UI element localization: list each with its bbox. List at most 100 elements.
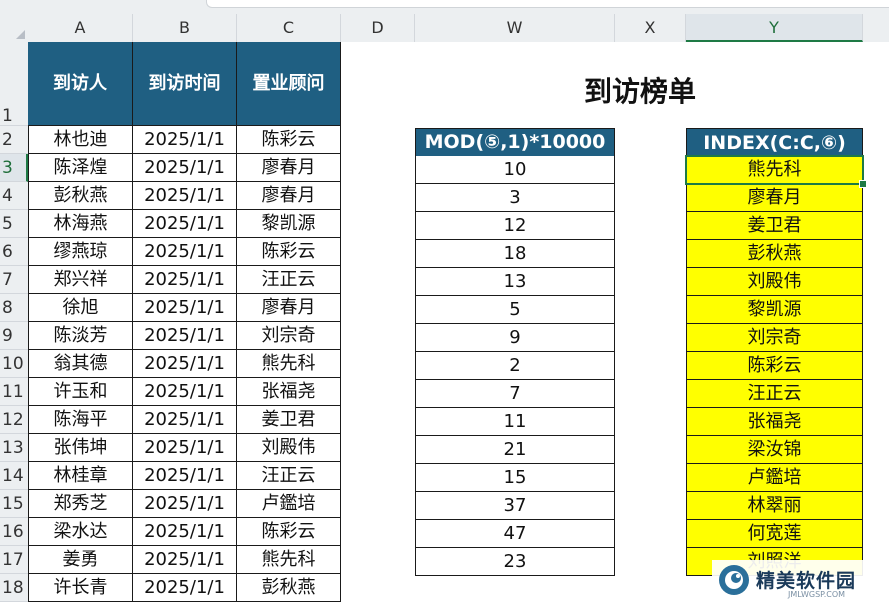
- mod-value-cell[interactable]: 21: [416, 436, 614, 464]
- index-value-cell[interactable]: 汪正云: [686, 380, 863, 408]
- row-header-9[interactable]: 9: [0, 322, 28, 350]
- index-value-cell[interactable]: 陈彩云: [686, 352, 863, 380]
- table-cell-visit-time[interactable]: 2025/1/1: [133, 238, 237, 266]
- table-cell-visitor[interactable]: 徐旭: [28, 294, 133, 322]
- mod-value-cell[interactable]: 10: [416, 156, 614, 184]
- mod-value-cell[interactable]: 23: [503, 551, 527, 572]
- mod-value-cell[interactable]: 13: [416, 268, 614, 296]
- column-header-w[interactable]: W: [415, 14, 615, 42]
- index-value-cell[interactable]: 林翠丽: [686, 492, 863, 520]
- row-header-16[interactable]: 16: [0, 518, 28, 546]
- mod-value-cell[interactable]: 47: [416, 520, 614, 548]
- table-cell-visit-time[interactable]: 2025/1/1: [133, 182, 237, 210]
- column-header-x[interactable]: X: [615, 14, 686, 42]
- table-cell-visitor[interactable]: 林桂章: [28, 462, 133, 490]
- table-cell-visit-time[interactable]: 2025/1/1: [133, 434, 237, 462]
- table-cell-consultant[interactable]: 陈彩云: [237, 238, 341, 266]
- table-cell-visit-time[interactable]: 2025/1/1: [133, 210, 237, 238]
- table-cell-consultant[interactable]: 汪正云: [237, 462, 341, 490]
- row-header-4[interactable]: 4: [0, 182, 28, 210]
- mod-value-cell[interactable]: 15: [416, 464, 614, 492]
- table-cell-visitor[interactable]: 陈泽煌: [28, 154, 133, 182]
- formula-bar[interactable]: [206, 0, 889, 8]
- table-cell-visitor[interactable]: 缪燕琼: [28, 238, 133, 266]
- mod-value-cell[interactable]: 5: [416, 296, 614, 324]
- index-value-cell[interactable]: 张福尧: [686, 408, 863, 436]
- column-header-a[interactable]: A: [28, 14, 133, 42]
- row-header-17[interactable]: 17: [0, 546, 28, 574]
- mod-value-cell[interactable]: 12: [416, 212, 614, 240]
- row-header-15[interactable]: 15: [0, 490, 28, 518]
- index-value-cell[interactable]: 姜卫君: [686, 212, 863, 240]
- table-cell-visit-time[interactable]: 2025/1/1: [133, 350, 237, 378]
- table-cell-visitor[interactable]: 陈海平: [28, 406, 133, 434]
- table-cell-visit-time[interactable]: 2025/1/1: [133, 266, 237, 294]
- table-cell-visitor[interactable]: 郑秀芝: [28, 490, 133, 518]
- index-value-cell[interactable]: 何宽莲: [686, 520, 863, 548]
- table-cell-visitor[interactable]: 陈淡芳: [28, 322, 133, 350]
- table-cell-consultant[interactable]: 熊先科: [237, 546, 341, 574]
- row-header-14[interactable]: 14: [0, 462, 28, 490]
- column-header-d[interactable]: D: [341, 14, 415, 42]
- header-visit-time[interactable]: 到访时间: [133, 42, 237, 126]
- row-header-2[interactable]: 2: [0, 126, 28, 154]
- table-cell-consultant[interactable]: 陈彩云: [237, 126, 341, 154]
- row-header-1[interactable]: 1: [0, 42, 28, 126]
- table-cell-visit-time[interactable]: 2025/1/1: [133, 154, 237, 182]
- table-cell-visit-time[interactable]: 2025/1/1: [133, 294, 237, 322]
- fill-handle[interactable]: [859, 180, 867, 188]
- table-cell-visitor[interactable]: 林也迪: [28, 126, 133, 154]
- row-header-5[interactable]: 5: [0, 210, 28, 238]
- table-cell-consultant[interactable]: 廖春月: [237, 182, 341, 210]
- mod-value-cell[interactable]: 3: [416, 184, 614, 212]
- select-all-corner[interactable]: [0, 14, 28, 42]
- row-header-18[interactable]: 18: [0, 574, 28, 602]
- page-title[interactable]: 到访榜单: [583, 75, 696, 108]
- index-value-cell[interactable]: 黎凯源: [686, 296, 863, 324]
- table-cell-consultant[interactable]: 廖春月: [237, 154, 341, 182]
- row-header-10[interactable]: 10: [0, 350, 28, 378]
- table-cell-visit-time[interactable]: 2025/1/1: [133, 462, 237, 490]
- table-cell-visitor[interactable]: 梁水达: [28, 518, 133, 546]
- mod-value-cell[interactable]: 7: [416, 380, 614, 408]
- index-value-cell[interactable]: 刘殿伟: [686, 268, 863, 296]
- table-cell-visitor[interactable]: 林海燕: [28, 210, 133, 238]
- table-cell-visit-time[interactable]: 2025/1/1: [133, 546, 237, 574]
- row-header-6[interactable]: 6: [0, 238, 28, 266]
- table-cell-visitor[interactable]: 姜勇: [28, 546, 133, 574]
- table-cell-consultant[interactable]: 汪正云: [237, 266, 341, 294]
- table-cell-visit-time[interactable]: 2025/1/1: [133, 518, 237, 546]
- index-value-cell[interactable]: 刘宗奇: [686, 324, 863, 352]
- mod-value-cell[interactable]: 37: [416, 492, 614, 520]
- table-cell-visitor[interactable]: 郑兴祥: [28, 266, 133, 294]
- column-header-c[interactable]: C: [237, 14, 341, 42]
- table-cell-visitor[interactable]: 许玉和: [28, 378, 133, 406]
- mod-value-cell[interactable]: 9: [416, 324, 614, 352]
- row-header-3[interactable]: 3: [0, 154, 28, 182]
- table-cell-visit-time[interactable]: 2025/1/1: [133, 322, 237, 350]
- index-value-cell[interactable]: 梁汝锦: [686, 436, 863, 464]
- row-header-8[interactable]: 8: [0, 294, 28, 322]
- table-cell-consultant[interactable]: 陈彩云: [237, 518, 341, 546]
- mod-value-cell[interactable]: 18: [416, 240, 614, 268]
- index-value-cell[interactable]: 卢鑑培: [686, 464, 863, 492]
- column-header-next[interactable]: [863, 14, 889, 42]
- mod-value-cell[interactable]: 11: [416, 408, 614, 436]
- table-cell-consultant[interactable]: 廖春月: [237, 294, 341, 322]
- column-header-b[interactable]: B: [133, 14, 237, 42]
- table-cell-consultant[interactable]: 卢鑑培: [237, 490, 341, 518]
- table-cell-visitor[interactable]: 彭秋燕: [28, 182, 133, 210]
- index-value-cell[interactable]: 彭秋燕: [686, 240, 863, 268]
- table-cell-consultant[interactable]: 熊先科: [237, 350, 341, 378]
- table-cell-visit-time[interactable]: 2025/1/1: [133, 490, 237, 518]
- header-visitor[interactable]: 到访人: [28, 42, 133, 126]
- column-header-y[interactable]: Y: [686, 14, 863, 42]
- table-cell-visitor[interactable]: 张伟坤: [28, 434, 133, 462]
- table-cell-visit-time[interactable]: 2025/1/1: [133, 406, 237, 434]
- table-cell-visit-time[interactable]: 2025/1/1: [133, 126, 237, 154]
- mod-value-cell[interactable]: 2: [416, 352, 614, 380]
- row-header-13[interactable]: 13: [0, 434, 28, 462]
- table-cell-consultant[interactable]: 刘殿伟: [237, 434, 341, 462]
- index-column-header[interactable]: INDEX(C:C,⑥): [686, 128, 863, 156]
- mod-column-header[interactable]: MOD(⑤,1)*10000: [415, 128, 615, 156]
